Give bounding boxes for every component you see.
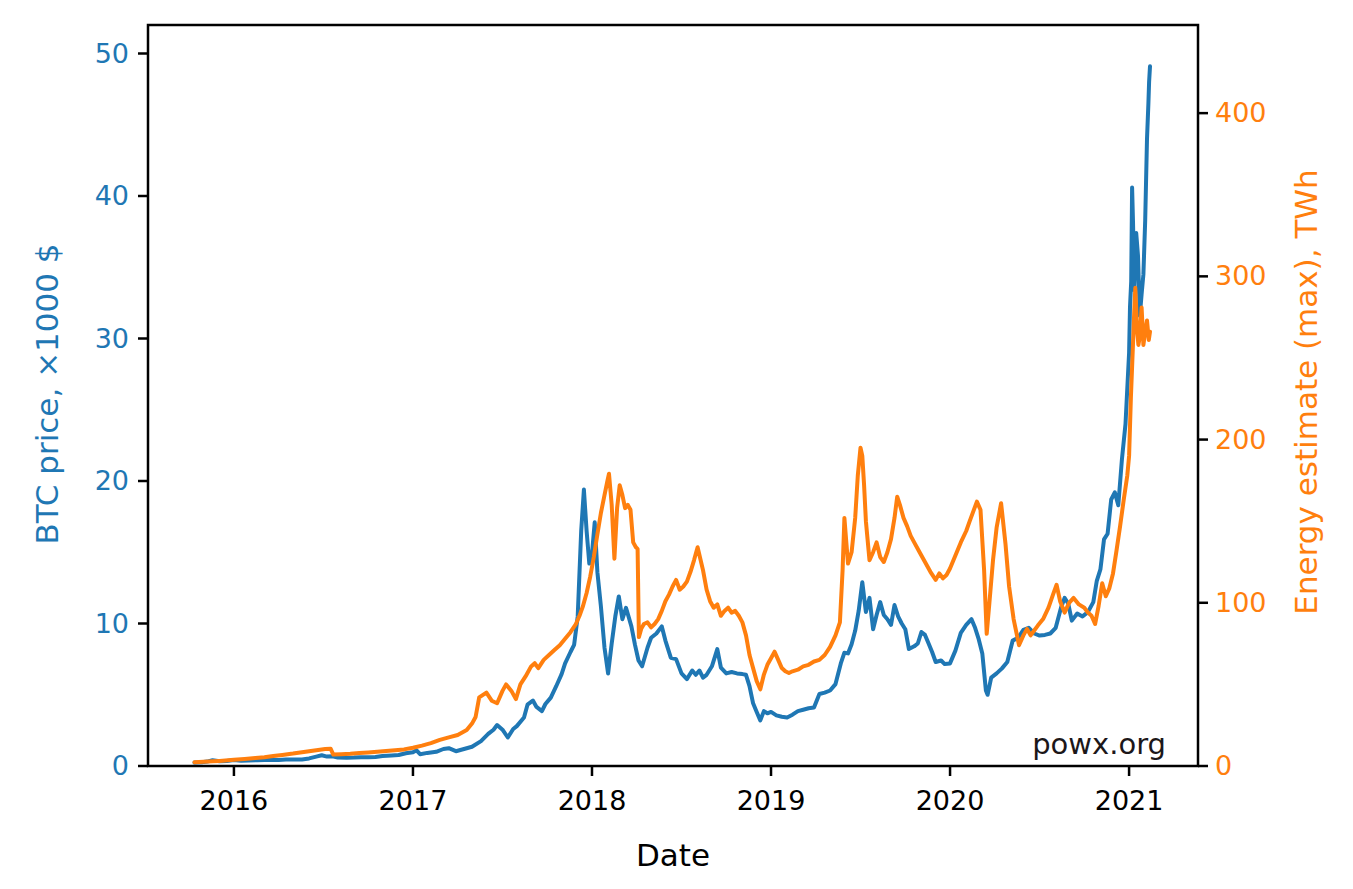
x-tick-label: 2020 [890,784,1010,818]
x-axis-title: Date [636,837,710,873]
x-tick-label: 2019 [711,784,831,818]
x-tick-label: 2018 [532,784,652,818]
watermark-text: powx.org [1032,726,1166,762]
left-y-tick-label: 20 [0,464,129,498]
left-y-tick-label: 10 [0,607,129,641]
right-y-tick-label: 300 [1215,259,1267,293]
x-tick-label: 2016 [174,784,294,818]
plot-spines [148,25,1198,766]
left-y-tick-label: 40 [0,179,129,213]
energy-estimate-max-line [195,288,1151,762]
x-tick-label: 2021 [1069,784,1189,818]
left-y-tick-label: 50 [0,37,129,71]
right-y-tick-label: 200 [1215,423,1267,457]
right-y-tick-label: 0 [1215,749,1232,783]
left-y-axis-title: BTC price, ×1000 $ [29,243,65,544]
left-y-tick-label: 0 [0,749,129,783]
btc-price-line [195,66,1151,762]
x-tick-label: 2017 [353,784,473,818]
right-y-tick-label: 400 [1215,96,1267,130]
right-y-axis-title: Energy estimate (max), TWh [1288,169,1324,614]
left-y-tick-label: 30 [0,322,129,356]
right-y-tick-label: 100 [1215,586,1267,620]
chart-figure: BTC price, ×1000 $ Energy estimate (max)… [0,0,1353,889]
